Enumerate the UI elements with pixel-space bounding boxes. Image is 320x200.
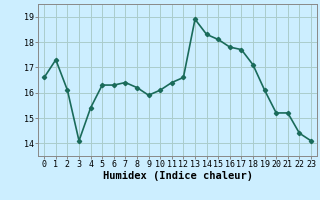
X-axis label: Humidex (Indice chaleur): Humidex (Indice chaleur): [103, 171, 252, 181]
